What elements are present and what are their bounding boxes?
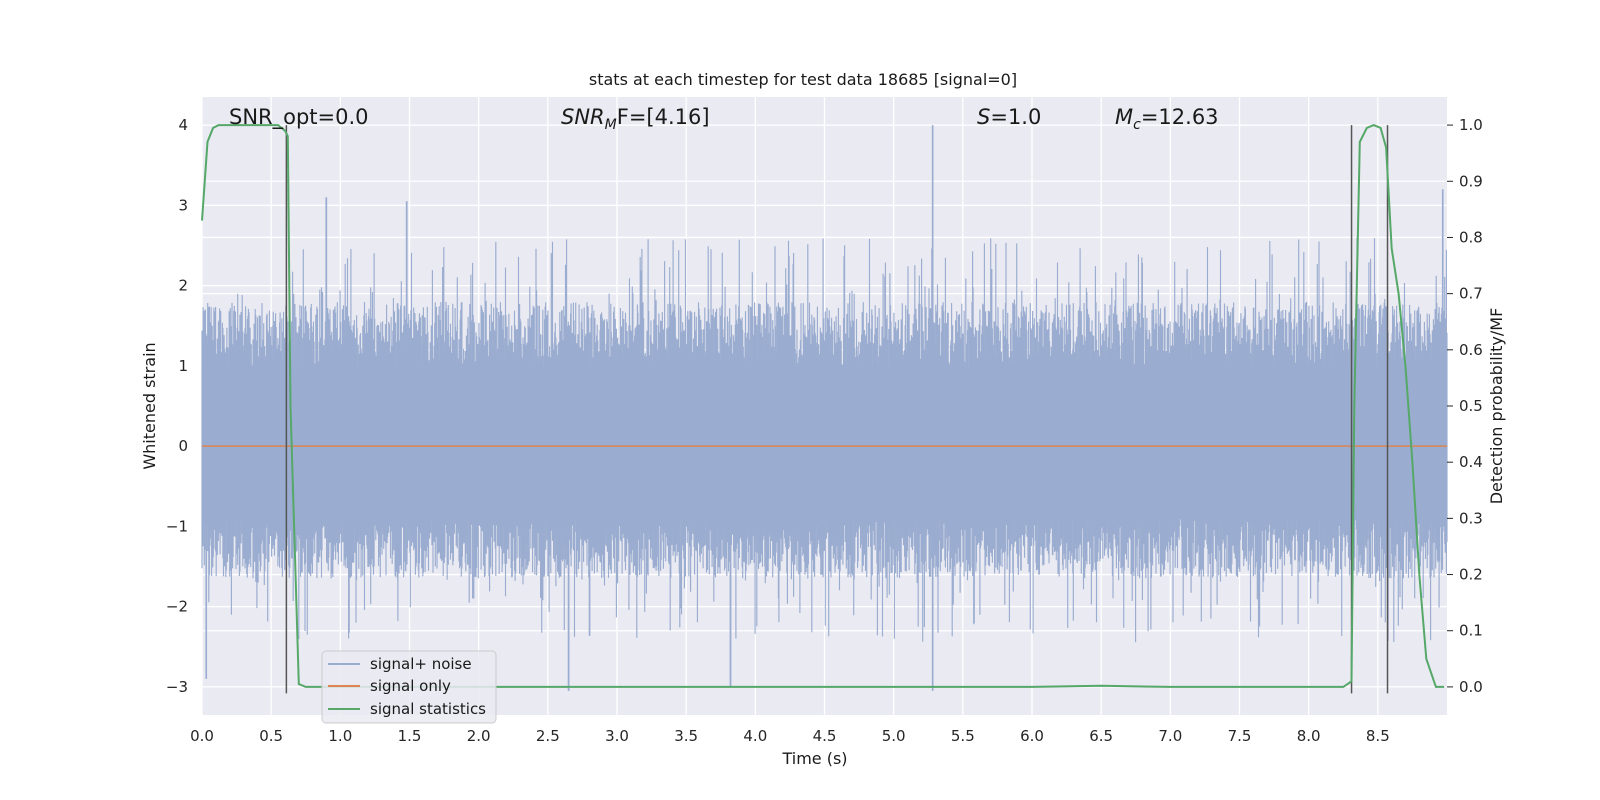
- x-tick-label-4: 2.0: [467, 727, 491, 745]
- y-right-tick-label-2: 0.2: [1459, 566, 1483, 584]
- annotation-mc-symbol: M: [1115, 105, 1133, 129]
- y-right-tick-label-6: 0.6: [1459, 341, 1483, 359]
- x-tick-label-9: 4.5: [813, 727, 837, 745]
- x-tick-label-14: 7.0: [1158, 727, 1182, 745]
- x-tick-label-12: 6.0: [1020, 727, 1044, 745]
- legend-label-noise: signal+ noise: [370, 655, 472, 673]
- y-right-tick-label-1: 0.1: [1459, 622, 1483, 640]
- x-tick-label-11: 5.5: [951, 727, 975, 745]
- annotation-s-symbol: S: [977, 105, 990, 129]
- legend-label-signal: signal only: [370, 677, 451, 695]
- y-left-tick-label-3: 0: [178, 437, 188, 455]
- annotation-mc-subscript: c: [1133, 117, 1141, 133]
- y-right-tick-label-0: 0.0: [1459, 678, 1483, 696]
- noise-series: [201, 125, 1448, 691]
- annotation-snr-mf-subscript: M: [605, 117, 617, 133]
- legend-box: [321, 650, 497, 724]
- x-axis-label: Time (s): [781, 749, 847, 768]
- x-tick-label-10: 5.0: [882, 727, 906, 745]
- y-right-tick-label-9: 0.9: [1459, 172, 1483, 190]
- annotation-snr-opt: SNR_opt=0.0: [229, 105, 369, 130]
- annotation-snr-mf-value: F=[4.16]: [617, 105, 710, 129]
- y-left-tick-label-2: −1: [166, 517, 188, 535]
- x-tick-label-6: 3.0: [605, 727, 629, 745]
- annotation-snr-mf-symbol: SNR: [561, 105, 605, 129]
- y-left-tick-label-4: 1: [178, 357, 188, 375]
- y-left-tick-label-5: 2: [178, 277, 188, 295]
- x-tick-label-13: 6.5: [1089, 727, 1113, 745]
- annotation-s-value: =1.0: [990, 105, 1041, 129]
- x-axis-ticks: 0.0 0.5 1.0 1.5 2.0 2.5 3.0 3.5 4.0 4.5 5.0 5.5 6.0 6…: [190, 727, 1390, 745]
- annotation-snr-mf: SNRMF=[4.16]: [561, 105, 710, 133]
- y-left-tick-label-1: −2: [166, 598, 188, 616]
- x-tick-label-16: 8.0: [1297, 727, 1321, 745]
- right-axis-label: Detection probability/MF: [1487, 308, 1506, 505]
- y-right-tick-label-7: 0.7: [1459, 285, 1483, 303]
- annotation-mc: Mc=12.63: [1115, 105, 1219, 133]
- x-tick-label-1: 0.5: [259, 727, 283, 745]
- left-axis-ticks: −3 −2 −1 0 1 2 3 4: [166, 116, 188, 696]
- left-axis-label: Whitened strain: [140, 342, 159, 469]
- statistics-series: [201, 124, 1445, 688]
- annotation-mc-value: =12.63: [1141, 105, 1219, 129]
- y-right-tick-label-8: 0.8: [1459, 228, 1483, 246]
- noise-trace: [201, 125, 1448, 691]
- x-tick-label-17: 8.5: [1366, 727, 1390, 745]
- y-left-tick-label-6: 3: [178, 196, 188, 214]
- right-axis-ticks: 0.0 0.1 0.2 0.3 0.4 0.5 0.6 0.7 0.8 0.9 1.0: [1447, 116, 1483, 696]
- y-right-tick-label-3: 0.3: [1459, 509, 1483, 527]
- x-tick-label-15: 7.5: [1228, 727, 1252, 745]
- x-tick-label-7: 3.5: [674, 727, 698, 745]
- statistics-line: [201, 124, 1445, 688]
- y-left-tick-label-7: 4: [178, 116, 188, 134]
- legend-label-statistics: signal statistics: [370, 700, 486, 718]
- chart-title: stats at each timestep for test data 186…: [589, 70, 1017, 89]
- y-left-tick-label-0: −3: [166, 678, 188, 696]
- x-tick-label-0: 0.0: [190, 727, 214, 745]
- y-right-tick-label-5: 0.5: [1459, 397, 1483, 415]
- y-right-tick-label-10: 1.0: [1459, 116, 1483, 134]
- x-tick-label-2: 1.0: [328, 727, 352, 745]
- legend: signal+ noise signal only signal statist…: [321, 650, 497, 724]
- x-tick-label-3: 1.5: [398, 727, 422, 745]
- y-right-tick-label-4: 0.4: [1459, 453, 1483, 471]
- annotation-s: S=1.0: [977, 105, 1041, 129]
- x-tick-label-5: 2.5: [536, 727, 560, 745]
- x-tick-label-8: 4.0: [743, 727, 767, 745]
